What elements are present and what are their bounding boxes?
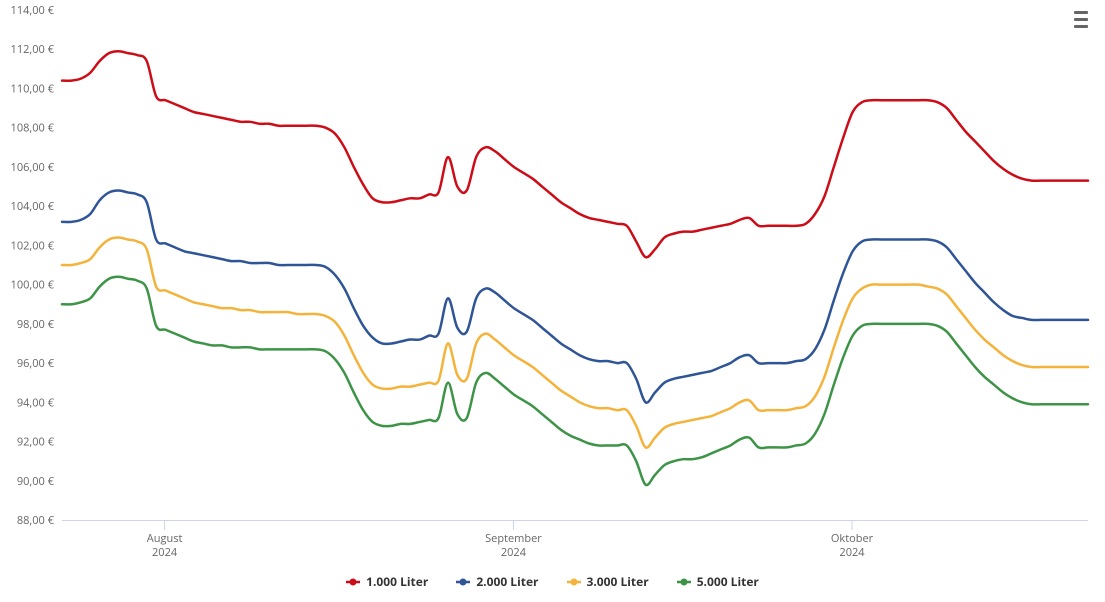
y-axis-tick-label: 94,00 €	[17, 395, 55, 410]
y-axis-tick-label: 92,00 €	[17, 435, 55, 450]
y-axis-tick-label: 100,00 €	[11, 278, 55, 293]
x-axis-tick-label: August	[147, 531, 183, 546]
series-line	[62, 238, 1088, 448]
y-axis-tick-label: 98,00 €	[17, 317, 55, 332]
y-axis-tick-label: 110,00 €	[11, 81, 55, 96]
legend-label: 5.000 Liter	[697, 573, 759, 590]
chart-menu-button[interactable]	[1069, 8, 1093, 30]
x-axis-tick-year: 2024	[501, 545, 527, 560]
y-axis-tick-label: 96,00 €	[17, 356, 55, 371]
x-axis-tick-year: 2024	[152, 545, 178, 560]
y-axis-tick-label: 102,00 €	[11, 238, 55, 253]
legend-item[interactable]: 5.000 Liter	[677, 573, 759, 590]
y-axis-tick-label: 112,00 €	[11, 42, 55, 57]
legend-label: 3.000 Liter	[587, 573, 649, 590]
chart-legend: 1.000 Liter 2.000 Liter 3.000 Liter 5.000 L…	[0, 573, 1105, 590]
legend-label: 2.000 Liter	[476, 573, 538, 590]
y-axis-tick-label: 108,00 €	[11, 121, 55, 136]
legend-item[interactable]: 3.000 Liter	[567, 573, 649, 590]
price-chart: 88,00 € 90,00 € 92,00 € 94,00 € 96,00 € 98,00…	[0, 0, 1105, 602]
legend-swatch-icon	[677, 575, 691, 589]
x-axis-tick-label: Oktober	[831, 531, 874, 546]
x-axis-tick-label: September	[485, 531, 542, 546]
series-line	[62, 190, 1088, 402]
legend-swatch-icon	[456, 575, 470, 589]
chart-plot-area: 88,00 € 90,00 € 92,00 € 94,00 € 96,00 € 98,00…	[0, 0, 1105, 602]
legend-label: 1.000 Liter	[366, 573, 428, 590]
legend-item[interactable]: 1.000 Liter	[346, 573, 428, 590]
legend-item[interactable]: 2.000 Liter	[456, 573, 538, 590]
y-axis-tick-label: 114,00 €	[11, 3, 55, 18]
legend-swatch-icon	[567, 575, 581, 589]
y-axis-tick-label: 90,00 €	[17, 474, 55, 489]
y-axis-tick-label: 104,00 €	[11, 199, 55, 214]
legend-swatch-icon	[346, 575, 360, 589]
y-axis-tick-label: 106,00 €	[11, 160, 55, 175]
series-line	[62, 51, 1088, 257]
x-axis-tick-year: 2024	[839, 545, 865, 560]
y-axis-tick-label: 88,00 €	[17, 513, 55, 528]
